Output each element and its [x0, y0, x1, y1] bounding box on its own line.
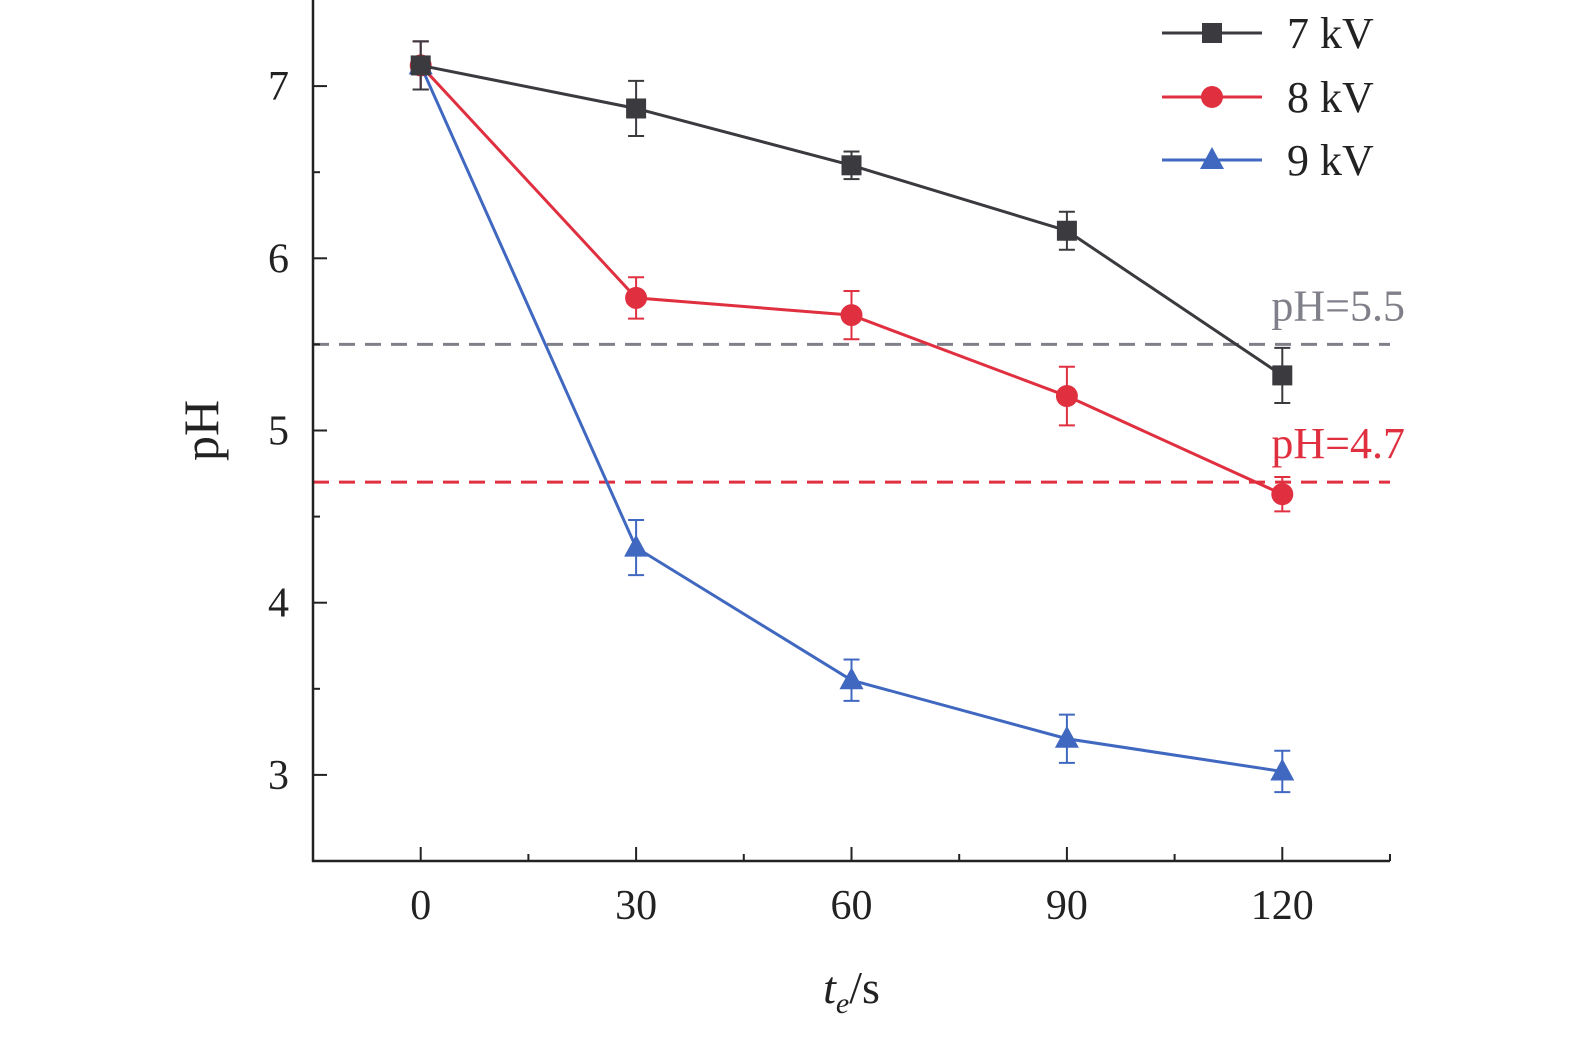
y-axis-title: pH — [173, 400, 229, 461]
legend-entry: 8 kV — [1162, 73, 1374, 122]
legend-entry: 9 kV — [1162, 136, 1374, 185]
x-tick-label: 0 — [410, 883, 431, 929]
series-7-kv — [410, 40, 1293, 404]
y-tick-label: 5 — [268, 409, 289, 455]
marker-square — [841, 155, 862, 176]
marker-circle — [1271, 483, 1294, 506]
marker-square — [1272, 365, 1293, 386]
x-tick-label: 60 — [831, 883, 873, 929]
series-line — [419, 64, 1283, 496]
legend-entry: 7 kV — [1162, 9, 1374, 58]
marker-triangle — [1270, 758, 1295, 781]
reference-line-label: pH=5.5 — [1271, 281, 1405, 330]
legend-label: 8 kV — [1287, 73, 1374, 122]
series-8-kv — [409, 40, 1294, 513]
legend: 7 kV 8 kV 9 kV — [1162, 9, 1374, 185]
y-tick-label: 7 — [268, 64, 289, 110]
marker-square — [626, 98, 647, 119]
marker-square — [1056, 220, 1077, 241]
marker-circle — [840, 304, 863, 327]
marker-triangle — [1200, 147, 1224, 169]
marker-square — [410, 55, 431, 76]
y-tick-label: 3 — [268, 753, 289, 799]
axes: 0 30 60 90 120 3 4 5 6 7 pH te/s — [173, 0, 1391, 1020]
legend-label: 7 kV — [1287, 9, 1374, 58]
marker-triangle — [839, 667, 864, 690]
marker-square — [1202, 23, 1222, 43]
y-tick-label: 4 — [268, 581, 289, 627]
reference-line-label: pH=4.7 — [1271, 419, 1405, 468]
marker-circle — [625, 286, 648, 309]
x-tick-label: 120 — [1251, 883, 1314, 929]
marker-triangle — [1054, 725, 1079, 748]
marker-circle — [1055, 385, 1078, 408]
y-tick-label: 6 — [268, 236, 289, 282]
x-tick-label: 90 — [1046, 883, 1088, 929]
x-axis-title: te/s — [823, 962, 880, 1020]
plot-area: pH=5.5 pH=4.7 — [313, 40, 1405, 794]
x-tick-label: 30 — [615, 883, 657, 929]
marker-triangle — [624, 534, 649, 557]
marker-circle — [1201, 86, 1223, 108]
legend-label: 9 kV — [1287, 136, 1374, 185]
